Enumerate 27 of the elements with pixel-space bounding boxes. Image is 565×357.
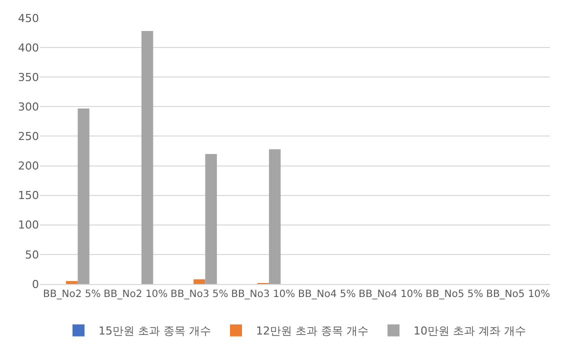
bar xyxy=(78,108,90,284)
x-tick-label: BB_No2 10% xyxy=(104,289,168,300)
x-tick-label: BB_No4 10% xyxy=(358,289,423,300)
bar xyxy=(194,279,206,284)
y-tick-label: 150 xyxy=(18,189,39,202)
y-tick-label: 300 xyxy=(18,100,39,114)
y-tick-label: 250 xyxy=(18,130,39,144)
legend-label: 12만원 초과 종목 개수 xyxy=(256,324,368,338)
x-tick-label: BB_No2 5% xyxy=(43,289,101,300)
bar xyxy=(268,149,281,284)
x-tick-label: BB_No5 10% xyxy=(486,289,550,300)
legend-label: 15만원 초과 종목 개수 xyxy=(98,324,211,338)
y-tick-label: 0 xyxy=(32,278,39,291)
x-tick-label: BB_No5 5% xyxy=(426,289,484,300)
x-tick-label: BB_No3 10% xyxy=(231,289,296,300)
x-tick-label: BB_No3 5% xyxy=(170,289,228,300)
y-tick-label: 200 xyxy=(18,160,39,173)
y-tick-label: 450 xyxy=(18,12,39,25)
y-tick-label: 100 xyxy=(18,218,39,232)
x-tick-label: BB_No4 5% xyxy=(298,289,356,300)
legend-label: 10만원 초과 계좌 개수 xyxy=(414,324,526,338)
bar xyxy=(66,281,78,284)
y-tick-label: 400 xyxy=(18,41,39,54)
bar xyxy=(141,31,154,284)
bar xyxy=(205,154,217,284)
y-tick-label: 350 xyxy=(18,70,39,84)
y-tick-label: 50 xyxy=(25,248,39,262)
